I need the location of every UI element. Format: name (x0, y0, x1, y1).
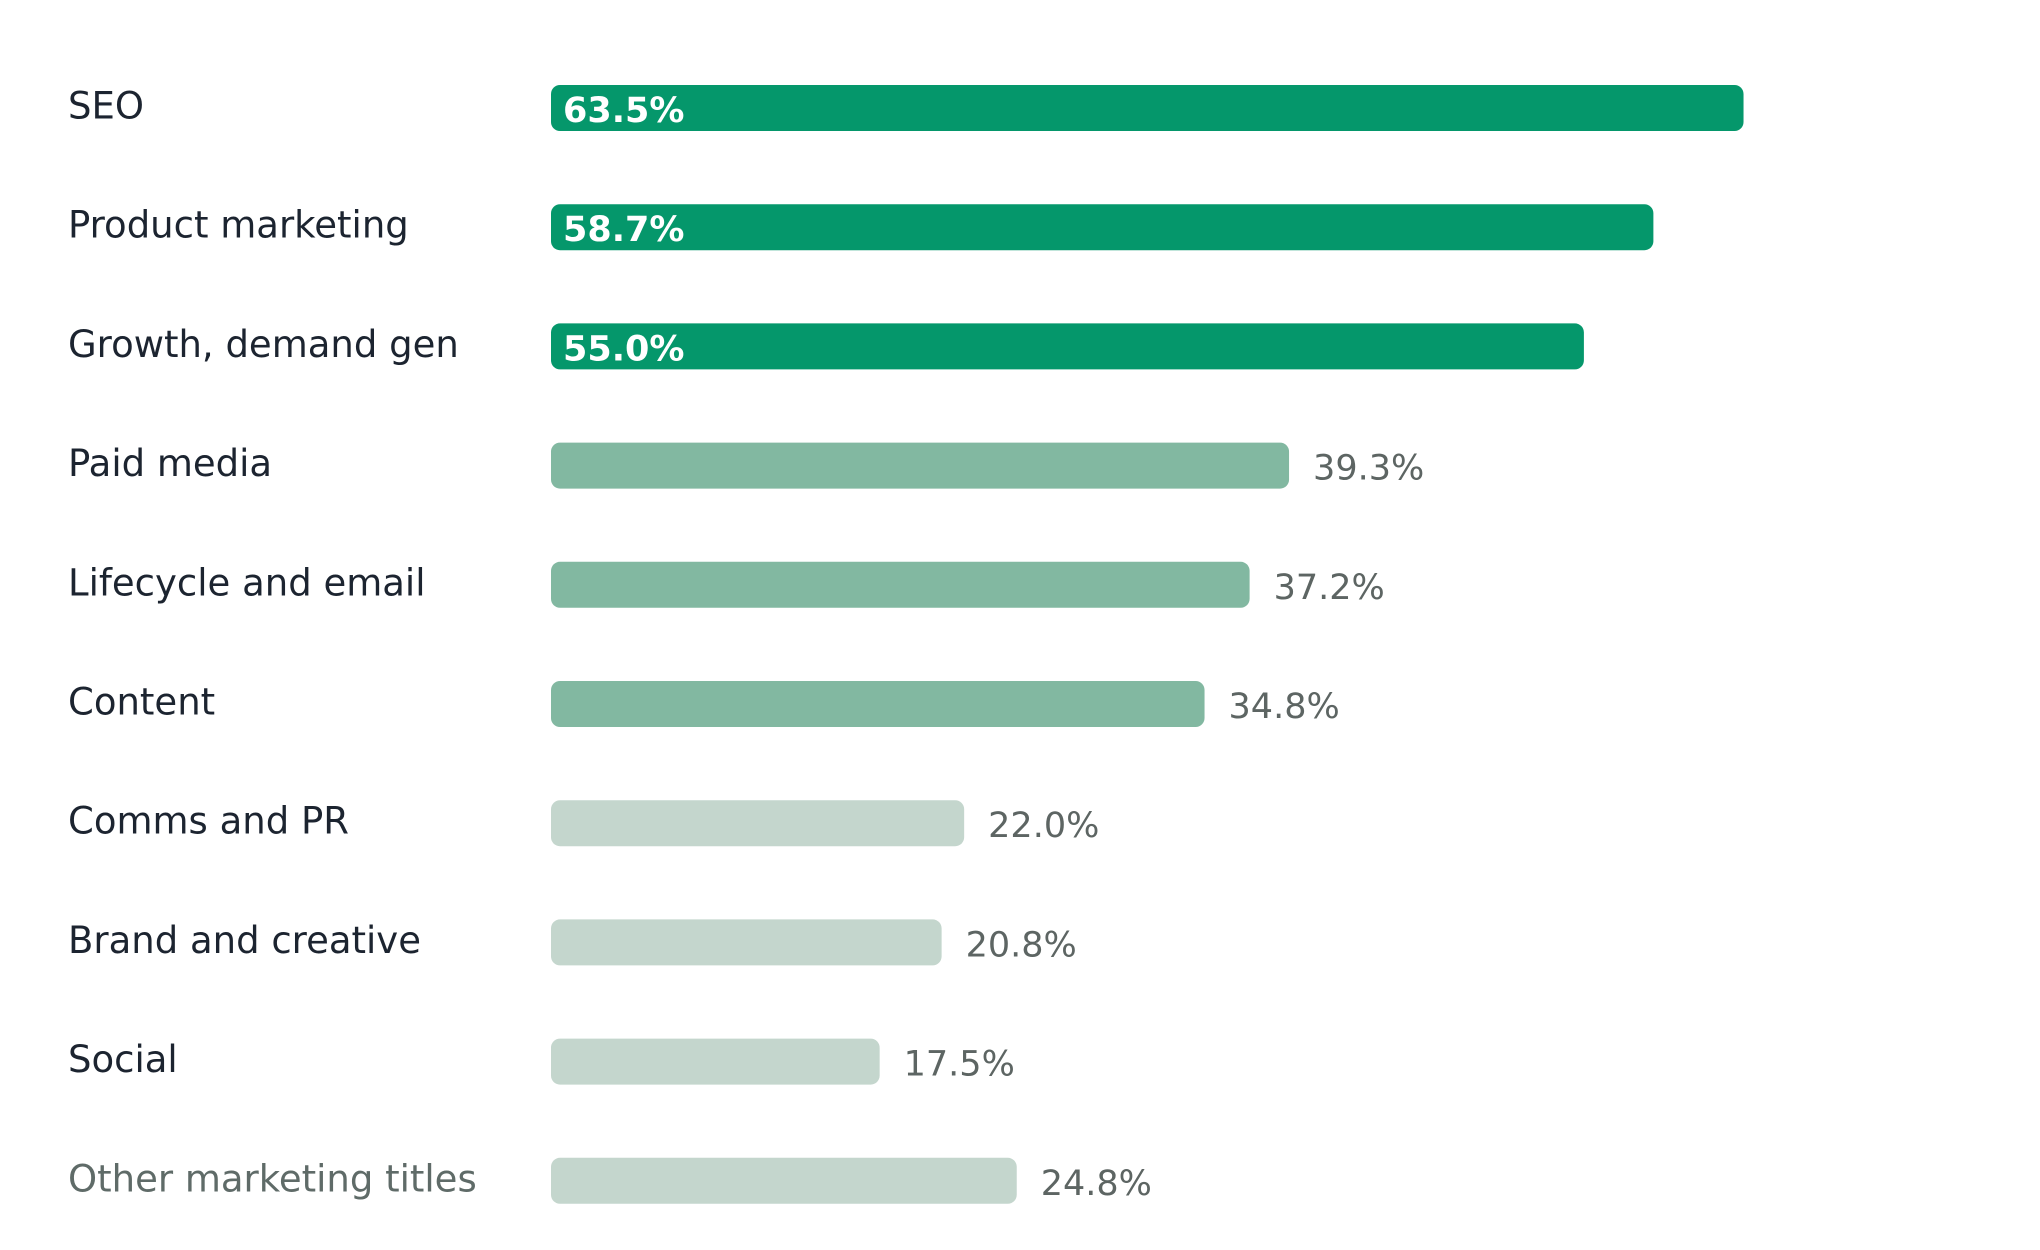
category-label: Comms and PR (68, 800, 349, 843)
value-label: 39.3% (1313, 449, 1424, 489)
bar-row: Growth, demand gen 55.0% (68, 323, 1584, 370)
bar (551, 800, 965, 847)
bar (551, 681, 1205, 727)
category-label: Paid media (68, 442, 272, 485)
category-label: SEO (68, 85, 144, 128)
bar-row: Other marketing titles 24.8% (68, 1157, 1152, 1204)
bar-row: Comms and PR 22.0% (68, 800, 1099, 847)
category-label: Brand and creative (68, 919, 421, 962)
category-label: Other marketing titles (68, 1157, 477, 1200)
bar-row: SEO 63.5% (68, 85, 1744, 131)
value-label: 63.5% (563, 91, 684, 131)
category-label: Growth, demand gen (68, 323, 459, 366)
value-label: 17.5% (904, 1045, 1015, 1085)
bar-row: Content 34.8% (68, 681, 1340, 727)
category-label: Content (68, 681, 215, 724)
bar (551, 561, 1250, 608)
bar-row: Lifecycle and email 37.2% (68, 561, 1385, 608)
bar (551, 442, 1290, 489)
bar-row: Brand and creative 20.8% (68, 919, 1077, 966)
bar (551, 1038, 880, 1085)
category-label: Social (68, 1038, 178, 1081)
bar-row: Paid media 39.3% (68, 442, 1424, 489)
bar (551, 85, 1744, 131)
value-label: 34.8% (1229, 687, 1340, 727)
bar (551, 323, 1584, 370)
value-label: 24.8% (1041, 1164, 1152, 1204)
value-label: 20.8% (966, 925, 1077, 965)
bar (551, 919, 942, 966)
bar (551, 1157, 1017, 1204)
category-label: Product marketing (68, 204, 409, 247)
bar-row: Product marketing 58.7% (68, 204, 1654, 251)
value-label: 55.0% (563, 329, 684, 369)
bar-row: Social 17.5% (68, 1038, 1015, 1085)
value-label: 37.2% (1274, 568, 1385, 608)
value-label: 22.0% (988, 806, 1099, 846)
value-label: 58.7% (563, 210, 684, 250)
bar (551, 204, 1654, 251)
category-label: Lifecycle and email (68, 561, 425, 604)
